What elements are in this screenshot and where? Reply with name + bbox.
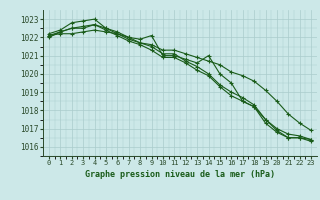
X-axis label: Graphe pression niveau de la mer (hPa): Graphe pression niveau de la mer (hPa) — [85, 170, 275, 179]
